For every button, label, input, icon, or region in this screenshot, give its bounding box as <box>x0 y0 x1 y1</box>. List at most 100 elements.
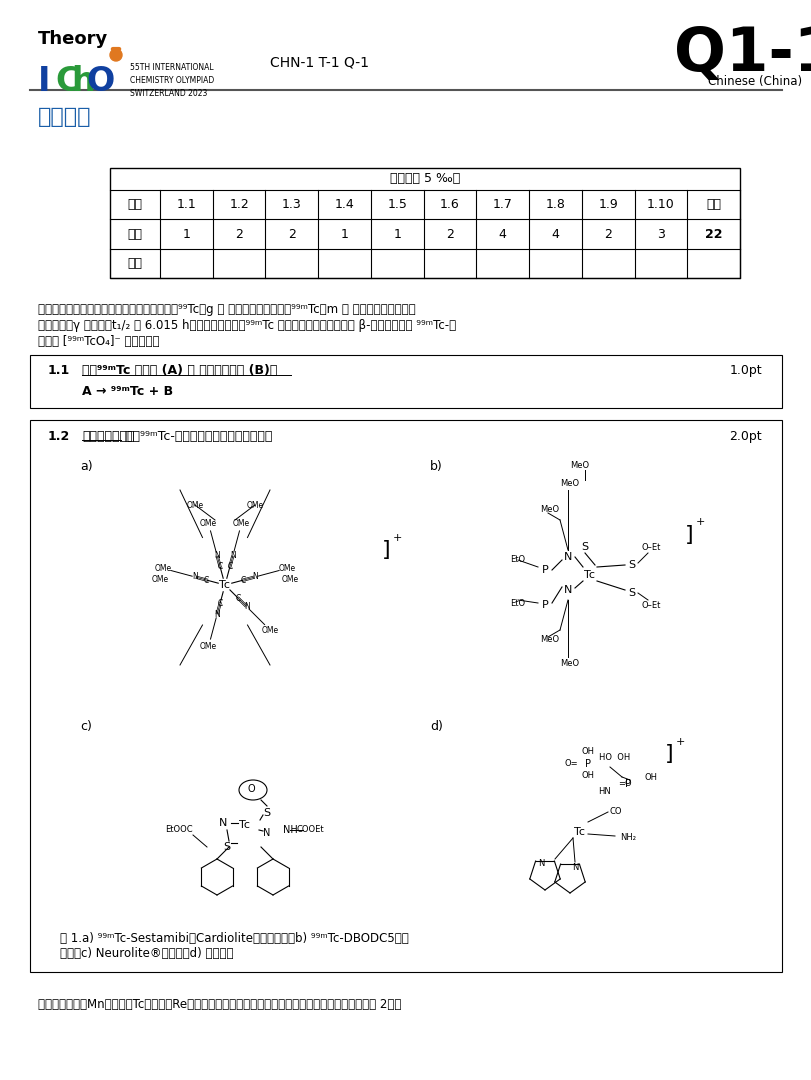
Text: d): d) <box>430 720 442 733</box>
Text: S: S <box>581 542 588 552</box>
Ellipse shape <box>109 49 122 60</box>
Text: ]: ] <box>664 744 673 764</box>
Text: OH: OH <box>581 747 594 756</box>
Text: S: S <box>263 808 270 818</box>
Text: 辐射特性（γ 辐射体、t₁/₂ ＝ 6.015 h），可用于成像。⁹⁹ᵐTc 在锁发生器中通过母核的 β-衰变得到，以 ⁹⁹ᵐTc-高: 辐射特性（γ 辐射体、t₁/₂ ＝ 6.015 h），可用于成像。⁹⁹ᵐTc 在… <box>38 319 456 332</box>
Text: 第七族元素锶（Mn）、锷（Tc）和酥（Re）的氧化还原电势与元素周期表中的总体趋势一致（见下文图 2）。: 第七族元素锶（Mn）、锷（Tc）和酥（Re）的氧化还原电势与元素周期表中的总体趋… <box>38 998 401 1011</box>
Text: C: C <box>227 563 232 571</box>
Bar <box>30 420 781 972</box>
Text: =O: =O <box>617 780 631 788</box>
Text: N: N <box>244 603 250 611</box>
Text: 2: 2 <box>288 228 295 241</box>
Text: N: N <box>214 610 220 620</box>
Text: C: C <box>240 576 246 584</box>
Text: h: h <box>71 65 95 98</box>
Text: O: O <box>247 784 255 794</box>
Text: 锄酸盐 [⁹⁹ᵐTcO₄]⁻ 形式存在。: 锄酸盐 [⁹⁹ᵐTcO₄]⁻ 形式存在。 <box>38 335 159 348</box>
Text: MeO: MeO <box>570 460 589 470</box>
Text: 22: 22 <box>704 228 722 241</box>
Text: +: + <box>393 534 402 543</box>
Text: 总分: 总分 <box>706 198 720 212</box>
Text: N: N <box>263 828 270 838</box>
Text: Theory: Theory <box>38 30 108 48</box>
Text: HO  OH: HO OH <box>599 753 630 761</box>
Text: Chinese (China): Chinese (China) <box>707 75 801 87</box>
Text: c): c) <box>80 720 92 733</box>
Text: OMe: OMe <box>281 576 298 584</box>
Text: 1: 1 <box>182 228 190 241</box>
Text: Q1-1: Q1-1 <box>673 25 811 84</box>
Text: MeO: MeO <box>560 659 578 667</box>
Text: OMe: OMe <box>261 625 278 635</box>
Text: OMe: OMe <box>233 518 250 528</box>
Text: a): a) <box>80 460 92 473</box>
Bar <box>30 355 781 408</box>
Text: N: N <box>214 551 220 559</box>
Text: OMe: OMe <box>187 500 204 510</box>
Text: S: S <box>223 842 230 852</box>
Text: NH: NH <box>283 825 298 835</box>
Text: C: C <box>217 598 222 608</box>
Text: Tc: Tc <box>219 580 230 590</box>
Text: C: C <box>204 576 209 584</box>
Text: EtOOC: EtOOC <box>165 825 192 835</box>
Text: 图 1.a) ⁹⁹ᵐTc-Sestamibi（Cardiolite）心脏成像；b) ⁹⁹ᵐTc-DBODC5心脏: 图 1.a) ⁹⁹ᵐTc-Sestamibi（Cardiolite）心脏成像；b… <box>60 932 408 945</box>
Text: I: I <box>38 65 50 98</box>
Text: OMe: OMe <box>246 500 264 510</box>
Text: EtO: EtO <box>509 598 525 607</box>
Text: N: N <box>563 552 572 562</box>
Text: A → ⁹⁹ᵐTc + B: A → ⁹⁹ᵐTc + B <box>82 384 173 399</box>
Text: 确定⁹⁹ᵐTc 的母核 (A) 和 放射出的粒子 (B)。: 确定⁹⁹ᵐTc 的母核 (A) 和 放射出的粒子 (B)。 <box>82 364 277 377</box>
Text: COOEt: COOEt <box>297 825 324 835</box>
Text: 1.8: 1.8 <box>545 198 564 212</box>
Text: EtO: EtO <box>509 555 525 565</box>
Text: 分値: 分値 <box>127 228 142 241</box>
Text: Tc: Tc <box>584 570 594 580</box>
Text: 1: 1 <box>393 228 401 241</box>
Text: 1.9: 1.9 <box>598 198 617 212</box>
Text: 55TH INTERNATIONAL
CHEMISTRY OLYMPIAD
SWITZERLAND 2023: 55TH INTERNATIONAL CHEMISTRY OLYMPIAD SW… <box>130 63 214 98</box>
Text: OH: OH <box>644 772 657 782</box>
Text: +: + <box>676 737 684 747</box>
Text: N: N <box>563 585 572 595</box>
Text: 1.4: 1.4 <box>334 198 354 212</box>
Text: 1.3: 1.3 <box>281 198 302 212</box>
Text: +: + <box>695 517 705 527</box>
Text: N: N <box>571 863 577 872</box>
Text: 1.1: 1.1 <box>48 364 71 377</box>
Text: 成像；c) Neurolite®脑成像；d) 骨成像。: 成像；c) Neurolite®脑成像；d) 骨成像。 <box>60 947 234 960</box>
Text: 1.6: 1.6 <box>440 198 459 212</box>
Text: 2: 2 <box>445 228 453 241</box>
Text: ]: ] <box>381 540 390 561</box>
Text: HN: HN <box>598 787 611 797</box>
Text: S: S <box>628 561 635 570</box>
Text: O=: O= <box>564 759 577 769</box>
Text: OMe: OMe <box>200 518 217 528</box>
Text: 2: 2 <box>235 228 242 241</box>
Text: OH: OH <box>581 771 594 781</box>
Text: 下列⁹⁹ᵐTc-探针中放射性金属的氧化态。: 下列⁹⁹ᵐTc-探针中放射性金属的氧化态。 <box>121 430 272 443</box>
Text: N: N <box>192 572 198 581</box>
Text: 2: 2 <box>603 228 611 241</box>
Text: CHN-1 T-1 Q-1: CHN-1 T-1 Q-1 <box>270 55 369 69</box>
Text: ]: ] <box>684 525 693 545</box>
Bar <box>109 168 739 278</box>
Text: N: N <box>230 551 236 559</box>
Text: 占总成绩 5 ‰。: 占总成绩 5 ‰。 <box>389 173 460 186</box>
Text: N: N <box>537 860 543 868</box>
Text: 1.2: 1.2 <box>48 430 71 443</box>
Text: MeO: MeO <box>560 478 578 487</box>
Text: S: S <box>628 588 635 598</box>
Text: N: N <box>218 818 227 828</box>
Text: 1.10: 1.10 <box>646 198 674 212</box>
Text: OMe: OMe <box>151 576 169 584</box>
Text: OMe: OMe <box>154 564 172 572</box>
Text: P: P <box>584 759 590 769</box>
Text: 1.5: 1.5 <box>387 198 406 212</box>
Text: CO: CO <box>609 808 622 816</box>
Text: Tc: Tc <box>574 827 585 837</box>
Text: P: P <box>541 565 547 575</box>
Text: 1: 1 <box>340 228 348 241</box>
Text: 2.0pt: 2.0pt <box>728 430 761 443</box>
Text: 4: 4 <box>551 228 559 241</box>
